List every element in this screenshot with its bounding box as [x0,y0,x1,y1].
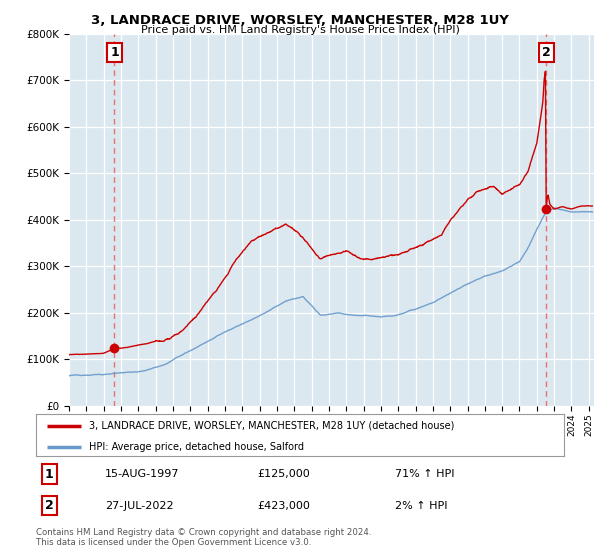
Text: 1: 1 [110,46,119,59]
Text: Contains HM Land Registry data © Crown copyright and database right 2024.
This d: Contains HM Land Registry data © Crown c… [36,528,371,547]
Text: 2: 2 [542,46,551,59]
Text: 27-JUL-2022: 27-JUL-2022 [104,501,173,511]
Text: 2% ↑ HPI: 2% ↑ HPI [395,501,448,511]
Text: 2: 2 [45,499,53,512]
Text: 71% ↑ HPI: 71% ↑ HPI [395,469,455,479]
Text: 1: 1 [45,468,53,480]
Text: 3, LANDRACE DRIVE, WORSLEY, MANCHESTER, M28 1UY: 3, LANDRACE DRIVE, WORSLEY, MANCHESTER, … [91,14,509,27]
Text: £125,000: £125,000 [258,469,311,479]
Text: Price paid vs. HM Land Registry's House Price Index (HPI): Price paid vs. HM Land Registry's House … [140,25,460,35]
Text: £423,000: £423,000 [258,501,311,511]
Text: HPI: Average price, detached house, Salford: HPI: Average price, detached house, Salf… [89,442,304,452]
Text: 15-AUG-1997: 15-AUG-1997 [104,469,179,479]
Text: 3, LANDRACE DRIVE, WORSLEY, MANCHESTER, M28 1UY (detached house): 3, LANDRACE DRIVE, WORSLEY, MANCHESTER, … [89,421,454,431]
